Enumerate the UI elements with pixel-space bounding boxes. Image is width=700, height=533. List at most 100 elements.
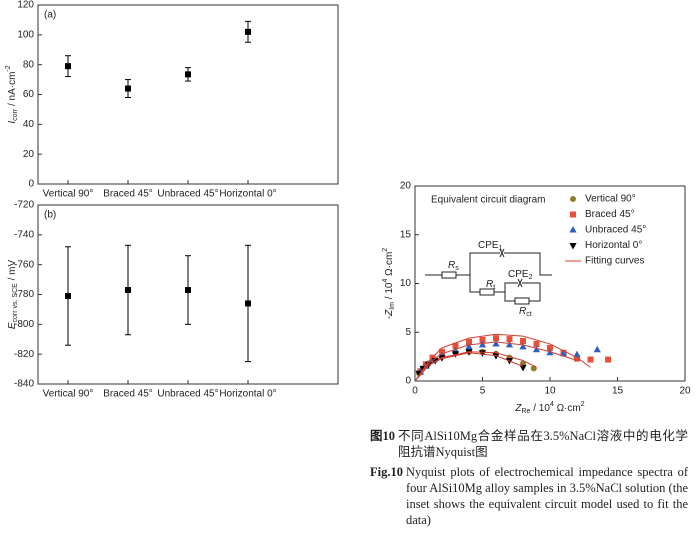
- marker: [478, 340, 487, 348]
- inset-title: Equivalent circuit diagram: [431, 195, 546, 206]
- label-part: / nA·cm: [7, 72, 18, 109]
- plot-frame: [37, 4, 339, 185]
- marker: [505, 340, 514, 348]
- legend-label: Vertical 90°: [585, 194, 636, 205]
- marker: [493, 335, 499, 342]
- x-tick-label: Braced 45°: [103, 189, 153, 200]
- y-tick-label: 60: [23, 89, 35, 100]
- marker: [587, 356, 594, 363]
- label-part: -2: [5, 65, 12, 71]
- label-part: Z: [514, 403, 522, 414]
- caption-label: 图10: [370, 429, 396, 443]
- y-tick-label: -720: [14, 200, 34, 211]
- legend-label: Unbraced 45°: [585, 225, 646, 236]
- marker: [465, 342, 473, 350]
- y-tick-label: 5: [405, 327, 411, 338]
- panel-label: (a): [44, 10, 56, 21]
- label-part: 4: [550, 401, 554, 408]
- y-tick-label: -800: [14, 319, 34, 330]
- marker: [506, 336, 513, 343]
- label-part: CPE: [508, 269, 529, 280]
- y-axis-label: Ecorr vs. SCE / mV: [7, 260, 20, 330]
- x-tick-label: Vertical 90°: [43, 189, 94, 200]
- marker: [185, 287, 191, 294]
- label-part: / mV: [7, 260, 18, 284]
- caption-en: Fig.10 Nyquist plots of electrochemical i…: [370, 464, 688, 528]
- label-part: R: [486, 279, 493, 290]
- label-part: / 10: [530, 403, 550, 414]
- marker: [570, 196, 576, 202]
- y-tick-label: -760: [14, 259, 34, 270]
- legend-label: Braced 45°: [585, 209, 635, 220]
- label-part: Im: [389, 302, 396, 310]
- y-tick-label: 0: [405, 376, 411, 387]
- marker: [573, 350, 581, 358]
- caption-label: Fig.10: [370, 465, 403, 479]
- marker: [574, 355, 580, 362]
- marker: [492, 339, 500, 347]
- label-part: 1: [499, 245, 503, 252]
- label-part: Re: [521, 408, 530, 415]
- label-part: E: [7, 322, 18, 329]
- x-tick-label: Unbraced 45°: [157, 189, 218, 200]
- x-tick-label: 5: [480, 386, 486, 397]
- caption-text: 不同AlSi10Mg合金样品在3.5%NaCl溶液中的电化学阻抗谱Nyquist…: [398, 429, 688, 459]
- x-tick-label: Horizontal 0°: [219, 189, 276, 200]
- caption-cn: 图10 不同AlSi10Mg合金样品在3.5%NaCl溶液中的电化学阻抗谱Nyqu…: [370, 428, 688, 460]
- marker: [245, 300, 251, 307]
- y-tick-label: 0: [28, 179, 34, 190]
- label-part: R: [448, 260, 455, 271]
- y-tick-label: -780: [14, 289, 34, 300]
- caption-text: Nyquist plots of electrochemical impedan…: [405, 465, 688, 527]
- label-part: 2: [382, 248, 389, 252]
- legend-label: Horizontal 0°: [585, 240, 642, 251]
- x-tick-label: Horizontal 0°: [219, 389, 276, 400]
- x-tick-label: Vertical 90°: [43, 389, 94, 400]
- label-part: corr vs. SCE: [12, 283, 19, 323]
- label-part: corr: [12, 108, 19, 121]
- x-tick-label: 15: [612, 386, 624, 397]
- label-part: s: [455, 265, 459, 272]
- marker: [569, 243, 577, 250]
- label-part: 2: [529, 274, 533, 281]
- label-part: R: [519, 306, 526, 317]
- marker: [570, 211, 576, 218]
- x-axis-label: ZRe / 104 Ω·cm2: [514, 401, 584, 415]
- x-tick-label: Unbraced 45°: [157, 389, 218, 400]
- marker: [125, 287, 131, 294]
- label-part: CPE: [478, 240, 499, 251]
- marker: [466, 339, 472, 345]
- x-tick-label: 10: [544, 386, 556, 397]
- label-part: 2: [581, 401, 585, 408]
- marker: [569, 226, 577, 233]
- y-tick-label: 120: [17, 0, 34, 11]
- marker: [547, 344, 553, 351]
- y-tick-label: 20: [23, 149, 35, 160]
- label-part: Z: [384, 309, 395, 317]
- panel-label: (b): [44, 210, 56, 221]
- label-part: I: [7, 121, 18, 124]
- marker: [559, 349, 568, 357]
- marker: [245, 28, 251, 35]
- marker: [125, 85, 131, 92]
- legend-label: Fitting curves: [585, 256, 644, 267]
- marker: [65, 292, 71, 299]
- y-tick-label: 80: [23, 59, 35, 70]
- circuit-label: Rs: [448, 260, 459, 273]
- y-tick-label: -740: [14, 229, 34, 240]
- y-tick-label: 20: [400, 181, 412, 192]
- marker: [605, 356, 612, 363]
- marker: [532, 345, 541, 353]
- marker: [479, 337, 486, 344]
- fit-line: [414, 333, 591, 382]
- marker: [533, 340, 540, 347]
- y-axis-label: -ZIm / 104 Ω·cm2: [382, 248, 396, 320]
- x-tick-label: 20: [679, 386, 691, 397]
- marker: [520, 338, 526, 345]
- y-axis-label: Icorr / nA·cm-2: [5, 65, 19, 123]
- label-part: ct: [526, 311, 532, 318]
- y-tick-label: 100: [17, 29, 34, 40]
- marker: [452, 342, 459, 349]
